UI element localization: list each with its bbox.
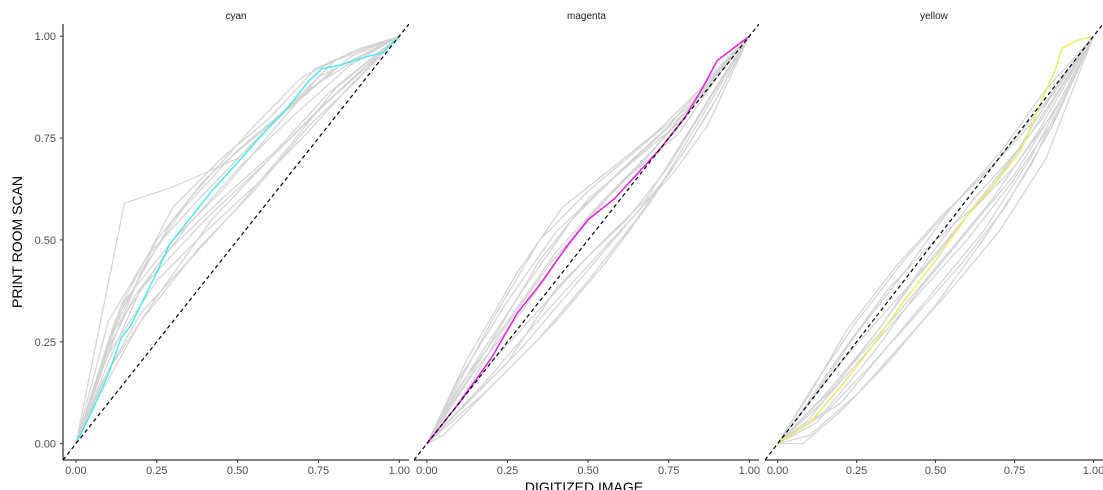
plot-area-yellow (765, 24, 1103, 460)
background-series-line (777, 35, 1095, 445)
background-series-line (777, 35, 1095, 445)
background-series-line (426, 35, 750, 445)
facet-yellow: 0.00 0.25 0.50 0.75 1.00 yellow (765, 11, 1103, 477)
y-tick-label: 1.00 (35, 31, 56, 43)
x-tick-label: 0.50 (925, 465, 946, 477)
highlight-series-line-cyan (75, 35, 400, 445)
identity-reference-line (63, 24, 409, 460)
facet-title-magenta: magenta (567, 11, 606, 22)
background-series-line (75, 35, 400, 444)
facet-cyan: 0.00 0.25 0.50 0.75 1.00 0.00 0.25 0.50 0.75 1.00… (35, 11, 410, 477)
background-series-line (777, 35, 1094, 445)
x-tick-label: 0.00 (65, 465, 86, 477)
facet-magenta: 0.00 0.25 0.50 0.75 1.00 magenta (414, 11, 760, 477)
background-series-line (777, 35, 1095, 445)
x-tick-label: 0.50 (227, 465, 248, 477)
plot-area-cyan (63, 24, 409, 460)
x-tick-label: 0.00 (767, 465, 788, 477)
y-tick-label: 0.00 (35, 439, 56, 451)
facet-panels: 0.00 0.25 0.50 0.75 1.00 0.00 0.25 0.50 0.75 1.00… (35, 11, 1103, 477)
highlight-series-line-yellow (777, 35, 1094, 445)
y-tick-label: 0.50 (35, 235, 56, 247)
background-series-line (75, 35, 400, 444)
background-series-line (777, 35, 1095, 445)
facet-title-cyan: cyan (225, 11, 246, 22)
background-series-line (426, 35, 750, 445)
y-tick-label: 0.75 (35, 133, 56, 145)
x-axis-title: DIGITIZED IMAGE (525, 479, 643, 490)
identity-reference-line (414, 24, 759, 460)
background-series-line (75, 35, 400, 444)
y-tick-label: 0.25 (35, 337, 56, 349)
plot-area-magenta (414, 24, 759, 460)
background-series-line (75, 35, 400, 444)
x-tick-label: 0.00 (416, 465, 437, 477)
x-tick-label: 1.00 (739, 465, 760, 477)
x-tick-label: 0.25 (846, 465, 867, 477)
x-tick-label: 1.00 (1083, 465, 1103, 477)
x-tick-label: 0.75 (658, 465, 679, 477)
x-tick-label: 0.25 (146, 465, 167, 477)
background-series-line (426, 35, 750, 444)
background-series-line (426, 35, 750, 445)
background-series-line (426, 35, 750, 445)
x-tick-label: 0.50 (577, 465, 598, 477)
x-tick-label: 0.75 (1004, 465, 1025, 477)
x-tick-label: 0.75 (308, 465, 329, 477)
background-series-line (777, 35, 1094, 445)
background-series-line (75, 35, 400, 444)
background-series-line (75, 35, 400, 444)
x-tick-label: 1.00 (389, 465, 410, 477)
highlight-series-line-magenta (426, 35, 750, 445)
background-series-line (777, 35, 1094, 445)
facet-title-yellow: yellow (920, 11, 949, 22)
background-series-line (426, 35, 750, 445)
x-tick-label: 0.25 (497, 465, 518, 477)
background-series-line (75, 35, 400, 444)
background-series-line (75, 35, 400, 444)
background-series-line (777, 35, 1095, 445)
background-series-line (777, 35, 1095, 445)
background-series-line (426, 35, 750, 444)
identity-reference-line (765, 24, 1103, 460)
y-axis-title: PRINT ROOM SCAN (9, 176, 25, 308)
background-series-line (426, 35, 750, 445)
